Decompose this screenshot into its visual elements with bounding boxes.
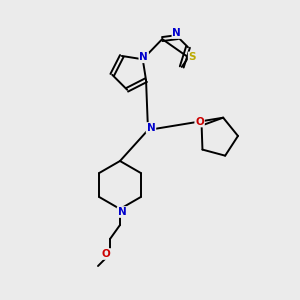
Text: O: O: [102, 249, 110, 259]
Text: N: N: [118, 207, 126, 217]
Text: S: S: [189, 52, 196, 62]
Text: O: O: [195, 116, 204, 127]
Text: N: N: [172, 28, 181, 38]
Text: N: N: [147, 123, 155, 133]
Text: N: N: [140, 52, 148, 62]
